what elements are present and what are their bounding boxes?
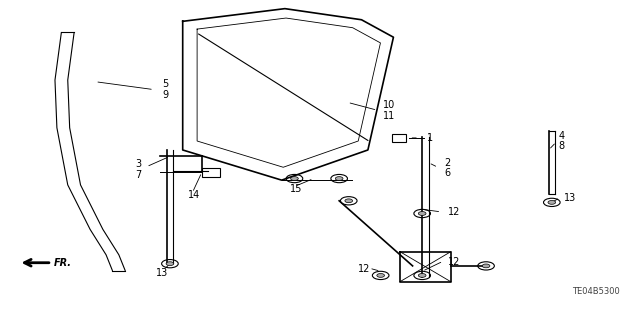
Text: 13: 13 — [156, 268, 168, 278]
Circle shape — [419, 273, 426, 277]
Circle shape — [345, 199, 353, 203]
Circle shape — [419, 211, 426, 215]
Text: 4
8: 4 8 — [558, 131, 564, 152]
Text: 1: 1 — [428, 133, 433, 143]
Text: 2
6: 2 6 — [445, 158, 451, 178]
Circle shape — [335, 177, 343, 181]
Text: 3
7: 3 7 — [135, 159, 141, 180]
Text: FR.: FR. — [54, 258, 72, 268]
Circle shape — [482, 264, 490, 268]
Circle shape — [377, 273, 385, 277]
Text: 12: 12 — [358, 264, 371, 274]
Bar — [202, 168, 220, 177]
Text: 5
9: 5 9 — [163, 79, 168, 100]
Text: 15: 15 — [290, 184, 302, 194]
Text: 14: 14 — [188, 190, 200, 200]
Text: 12: 12 — [448, 257, 460, 267]
Circle shape — [291, 177, 298, 181]
Text: TE04B5300: TE04B5300 — [572, 287, 620, 296]
Circle shape — [548, 200, 556, 204]
Text: 13: 13 — [564, 193, 576, 203]
Text: 12: 12 — [448, 207, 460, 217]
Text: 10
11: 10 11 — [383, 100, 395, 121]
Bar — [392, 134, 406, 142]
Circle shape — [166, 262, 173, 266]
